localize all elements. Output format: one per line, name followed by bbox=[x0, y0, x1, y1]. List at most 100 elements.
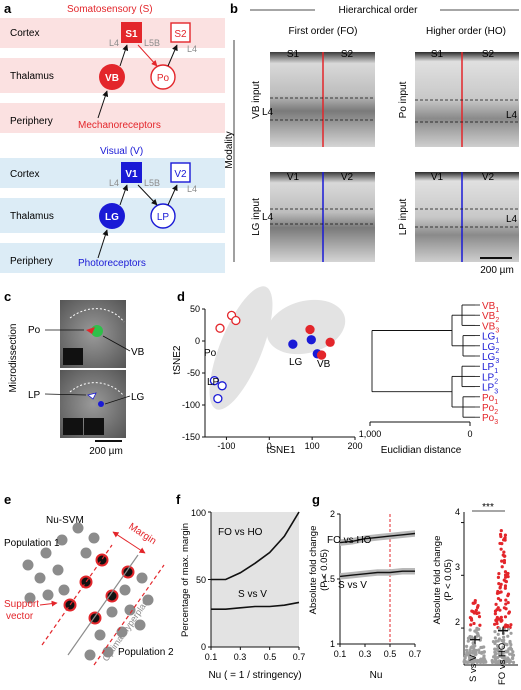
g-strip-point bbox=[511, 660, 516, 664]
margin-arrow bbox=[112, 531, 146, 554]
dendro-leaf-vb3: VB3 bbox=[482, 321, 499, 334]
v1-node bbox=[121, 162, 142, 183]
cluster-label-lp: LP bbox=[207, 377, 220, 388]
g-xtick-0: 0.1 bbox=[334, 649, 347, 659]
dendro-leaf-lg2: LG2 bbox=[482, 342, 499, 355]
g-strip-point bbox=[503, 554, 507, 558]
photoreceptors-label: Photoreceptors bbox=[78, 258, 146, 269]
f-xtick-2: 0.5 bbox=[264, 652, 277, 662]
margin-line-1 bbox=[41, 544, 113, 646]
g-strip-point bbox=[482, 650, 486, 654]
arrow-photo-lg bbox=[97, 229, 109, 259]
g-strip-point bbox=[500, 618, 504, 623]
g-strip-point bbox=[503, 615, 508, 619]
scalebar-label-b: 200 µm bbox=[480, 265, 514, 276]
svm-support-vector bbox=[63, 598, 77, 612]
g-strip-point bbox=[477, 648, 481, 652]
tsne-x-tick-label: -100 bbox=[217, 441, 235, 451]
g-strip-point bbox=[502, 638, 506, 642]
c-label-vb: VB bbox=[131, 347, 145, 358]
s2-node bbox=[170, 22, 191, 43]
svm-point-population-1 bbox=[42, 589, 54, 601]
g-strip-point bbox=[493, 630, 497, 634]
g-box-ytick-3: 3 bbox=[455, 562, 460, 572]
g-strip-point bbox=[491, 640, 496, 644]
f-ytick-50: 50 bbox=[196, 575, 206, 585]
g-strip-point bbox=[503, 570, 508, 574]
arrow-lp-v2 bbox=[167, 184, 178, 206]
g-strip-point bbox=[504, 649, 508, 653]
g-strip-point bbox=[496, 596, 501, 601]
g-strip-point bbox=[497, 627, 502, 631]
dendro-leaf-po3: Po3 bbox=[482, 413, 498, 426]
g-strip-point bbox=[511, 650, 515, 654]
g-strip-point bbox=[497, 652, 501, 656]
tsne-point-vb bbox=[316, 350, 327, 360]
g-strip-point bbox=[468, 634, 472, 639]
g-strip-point bbox=[499, 590, 503, 594]
po-label: Po bbox=[157, 73, 170, 84]
hierarchical-order-header: Hierarchical order bbox=[339, 5, 419, 16]
arrow-vb-s1 bbox=[119, 44, 129, 67]
tsne-point-lg bbox=[306, 335, 316, 345]
dendro-leaf-vb1: VB1 bbox=[482, 301, 499, 314]
panel-label-d: d bbox=[177, 289, 185, 304]
g-strip-point bbox=[482, 660, 486, 664]
g-strip-point bbox=[497, 571, 501, 576]
g-strip-point bbox=[467, 660, 471, 664]
g-strip-point bbox=[510, 656, 515, 661]
g-line-ylabel-2: (P < 0.05) bbox=[319, 549, 330, 591]
tsne2-label: tSNE2 bbox=[172, 345, 183, 374]
dendro-tick-label-1000: 1,000 bbox=[359, 429, 382, 439]
panel-label-g: g bbox=[312, 492, 320, 507]
g-strip-point bbox=[504, 598, 508, 602]
c-label-po: Po bbox=[28, 325, 41, 336]
g-strip-point bbox=[469, 623, 473, 627]
f-xlabel: Nu ( = 1 / stringency) bbox=[208, 670, 301, 681]
g-box-ylabel-2: (P < 0.05) bbox=[443, 559, 454, 601]
g-strip-point bbox=[496, 646, 501, 650]
layer-label-vb: L4 bbox=[262, 107, 274, 118]
dendro-leaf-lp1: LP1 bbox=[482, 362, 498, 375]
histology-po bbox=[415, 52, 519, 147]
input-label-lp: LP input bbox=[398, 199, 409, 236]
g-strip-point bbox=[502, 606, 506, 610]
g-strip-point bbox=[502, 625, 507, 629]
g-strip-point bbox=[497, 659, 501, 664]
panel-label-e: e bbox=[4, 492, 11, 507]
g-box-ylabel-1: Absolute fold change bbox=[432, 536, 443, 625]
g-strip-point bbox=[504, 660, 508, 664]
g-strip-point bbox=[471, 651, 475, 655]
g-strip-point bbox=[481, 656, 486, 661]
g-strip-point bbox=[499, 529, 503, 533]
level-cortex-v: Cortex bbox=[10, 169, 39, 180]
s2-label: S2 bbox=[174, 29, 187, 40]
g-strip-point bbox=[509, 631, 513, 635]
g-ytick-1-5: 1.5 bbox=[322, 574, 335, 584]
g-band-s-vs-v bbox=[340, 567, 415, 580]
area-right-vb: S2 bbox=[341, 49, 354, 60]
level-periphery-s: Periphery bbox=[10, 116, 53, 127]
g-strip-point bbox=[476, 658, 480, 663]
svm-point-population-1 bbox=[56, 534, 68, 546]
lg-node bbox=[99, 203, 125, 229]
c-pointer-vb bbox=[102, 335, 131, 352]
s1-node bbox=[121, 22, 142, 43]
g-strip-point bbox=[465, 644, 469, 648]
panel-c: c Microdissection Po VB LP LG 200 µm bbox=[4, 289, 145, 457]
f-ylabel: Percentage of max. margin bbox=[180, 523, 191, 637]
g-strip-point bbox=[477, 611, 481, 615]
g-strip-point bbox=[502, 641, 506, 645]
g-strip-point bbox=[471, 641, 475, 645]
g-strip-point bbox=[496, 639, 500, 643]
cluster-label-lg: LG bbox=[289, 357, 303, 368]
tsne-x-tick-label: 200 bbox=[347, 441, 362, 451]
g-strip-point bbox=[493, 650, 497, 654]
cluster-label-po: Po bbox=[204, 348, 217, 359]
f-label-fo-ho: FO vs HO bbox=[218, 527, 263, 538]
tsne-point-po bbox=[215, 323, 225, 333]
g-strip-point bbox=[500, 559, 504, 563]
arrow-po-s2 bbox=[167, 44, 178, 67]
optimal-hyperplane-line bbox=[67, 554, 139, 656]
g-strip-point bbox=[473, 653, 477, 657]
